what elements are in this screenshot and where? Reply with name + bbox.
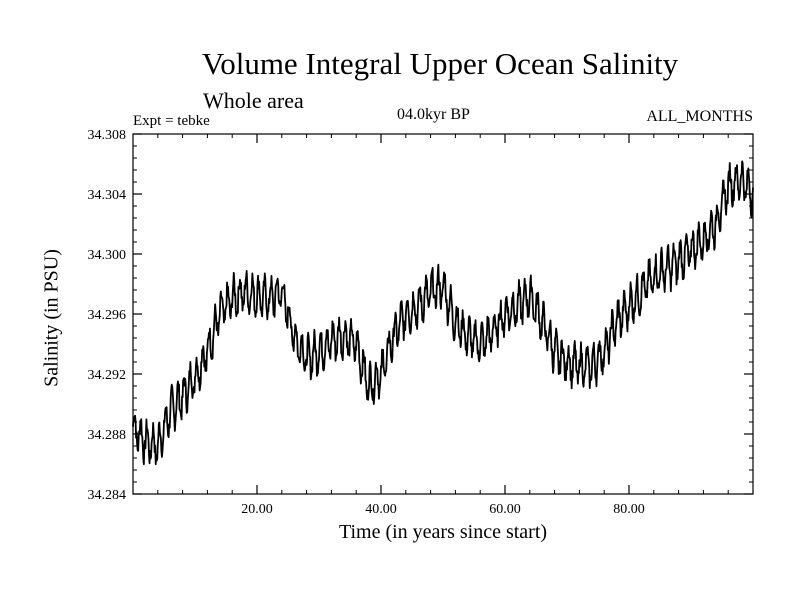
x-tick-label: 80.00 (613, 502, 645, 517)
x-tick-label: 20.00 (241, 502, 273, 517)
salinity-series-line (132, 160, 754, 466)
y-tick-label: 34.296 (88, 308, 127, 323)
chart-title: Volume Integral Upper Ocean Salinity (201, 46, 679, 81)
y-axis-label: Salinity (in PSU) (40, 249, 63, 387)
x-tick-label: 60.00 (489, 502, 521, 517)
x-axis-label: Time (in years since start) (338, 521, 548, 543)
y-tick-label: 34.284 (88, 488, 127, 503)
y-tick-label: 34.304 (88, 188, 127, 203)
y-tick-label: 34.300 (88, 248, 127, 263)
y-tick-label: 34.292 (88, 368, 127, 383)
y-tick-label: 34.308 (88, 128, 127, 143)
y-tick-label: 34.288 (88, 428, 127, 443)
x-tick-label: 40.00 (365, 502, 397, 517)
period-label: 04.0kyr BP (397, 106, 470, 123)
experiment-label: Expt = tebke (133, 113, 210, 129)
months-label: ALL_MONTHS (646, 108, 753, 125)
chart-subtitle: Whole area (203, 88, 304, 113)
